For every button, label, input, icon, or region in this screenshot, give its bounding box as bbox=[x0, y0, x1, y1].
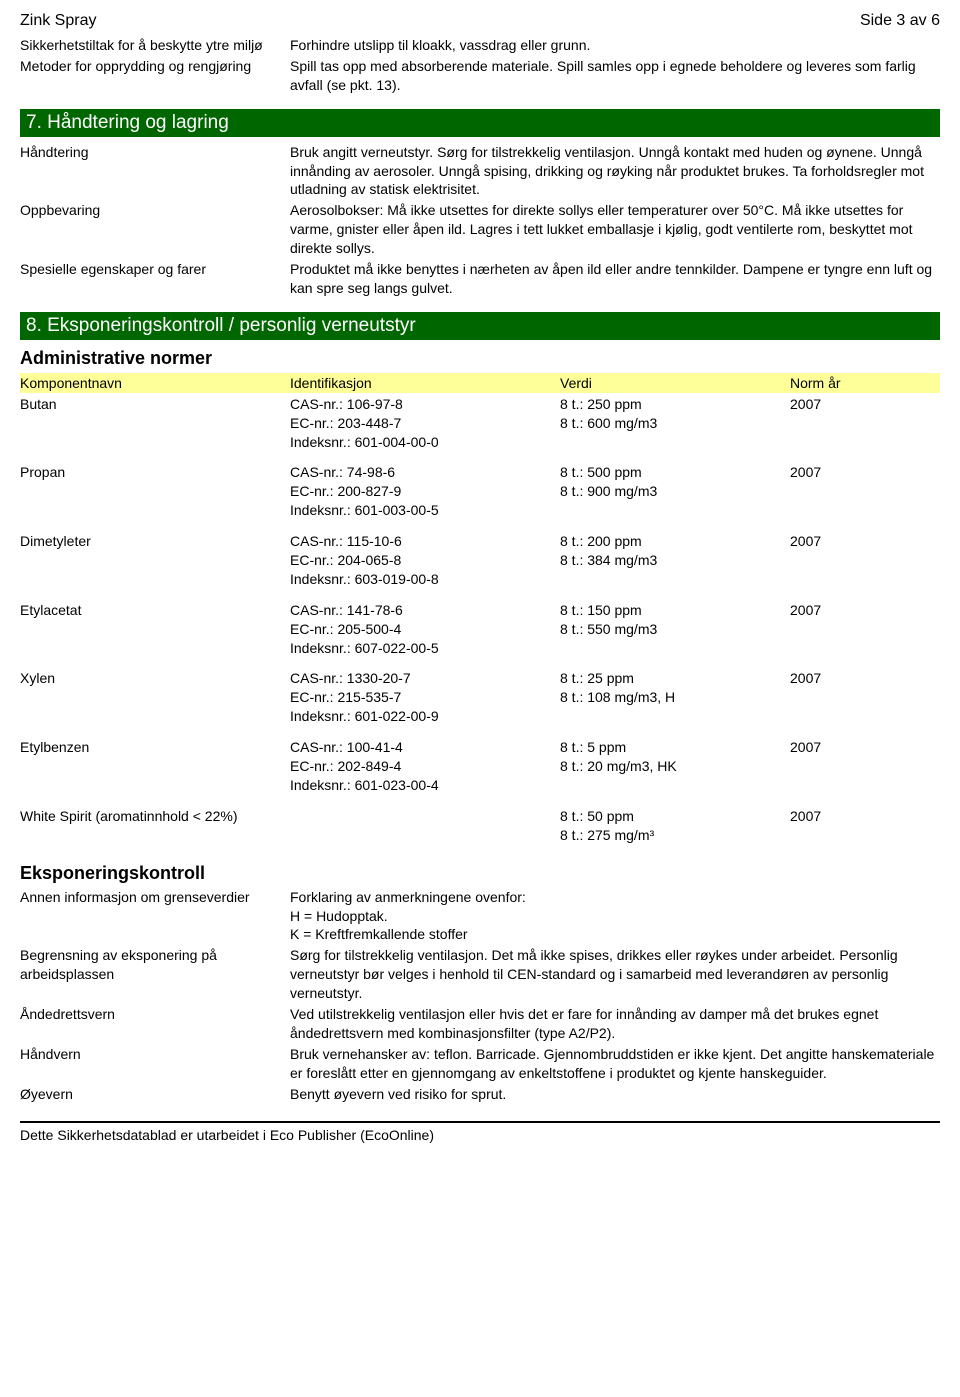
component-identification: CAS-nr.: 1330-20-7 EC-nr.: 215-535-7 Ind… bbox=[290, 669, 560, 726]
kv-key: Begrensning av eksponering på arbeidspla… bbox=[20, 946, 290, 1003]
component-value: 8 t.: 50 ppm 8 t.: 275 mg/m³ bbox=[560, 807, 790, 845]
col-header-value: Verdi bbox=[560, 375, 790, 391]
component-identification: CAS-nr.: 141-78-6 EC-nr.: 205-500-4 Inde… bbox=[290, 601, 560, 658]
kv-key: Annen informasjon om grenseverdier bbox=[20, 888, 290, 945]
kv-key: Håndtering bbox=[20, 143, 290, 200]
kv-row: Håndtering Bruk angitt verneutstyr. Sørg… bbox=[20, 143, 940, 200]
component-year: 2007 bbox=[790, 669, 940, 726]
section-8-header: 8. Eksponeringskontroll / personlig vern… bbox=[20, 312, 940, 340]
kv-key: Metoder for opprydding og rengjøring bbox=[20, 57, 290, 95]
component-identification: CAS-nr.: 100-41-4 EC-nr.: 202-849-4 Inde… bbox=[290, 738, 560, 795]
col-header-year: Norm år bbox=[790, 375, 940, 391]
component-name: Xylen bbox=[20, 669, 290, 726]
component-name: Dimetyleter bbox=[20, 532, 290, 589]
component-name: Etylacetat bbox=[20, 601, 290, 658]
kv-value: Sørg for tilstrekkelig ventilasjon. Det … bbox=[290, 946, 940, 1003]
component-year: 2007 bbox=[790, 738, 940, 795]
component-value: 8 t.: 500 ppm 8 t.: 900 mg/m3 bbox=[560, 463, 790, 520]
kv-value: Forhindre utslipp til kloakk, vassdrag e… bbox=[290, 36, 940, 55]
components-table: ButanCAS-nr.: 106-97-8 EC-nr.: 203-448-7… bbox=[20, 393, 940, 855]
kv-row: Spesielle egenskaper og farer Produktet … bbox=[20, 260, 940, 298]
kv-row: Metoder for opprydding og rengjøring Spi… bbox=[20, 57, 940, 95]
table-row: ButanCAS-nr.: 106-97-8 EC-nr.: 203-448-7… bbox=[20, 393, 940, 462]
table-header-row: Komponentnavn Identifikasjon Verdi Norm … bbox=[20, 373, 940, 393]
kv-row: Begrensning av eksponering på arbeidspla… bbox=[20, 946, 940, 1003]
exposure-control-heading: Eksponeringskontroll bbox=[20, 863, 940, 884]
exposure-control-body: Annen informasjon om grenseverdierForkla… bbox=[20, 888, 940, 1104]
kv-key: Oppbevaring bbox=[20, 201, 290, 258]
kv-row: Sikkerhetstiltak for å beskytte ytre mil… bbox=[20, 36, 940, 55]
table-row: PropanCAS-nr.: 74-98-6 EC-nr.: 200-827-9… bbox=[20, 461, 940, 530]
kv-row: ÅndedrettsvernVed utilstrekkelig ventila… bbox=[20, 1005, 940, 1043]
component-identification bbox=[290, 807, 560, 845]
component-name: Etylbenzen bbox=[20, 738, 290, 795]
kv-row: Annen informasjon om grenseverdierForkla… bbox=[20, 888, 940, 945]
kv-value: Bruk vernehansker av: teflon. Barricade.… bbox=[290, 1045, 940, 1083]
component-value: 8 t.: 250 ppm 8 t.: 600 mg/m3 bbox=[560, 395, 790, 452]
kv-value: Benytt øyevern ved risiko for sprut. bbox=[290, 1085, 940, 1104]
kv-key: Øyevern bbox=[20, 1085, 290, 1104]
table-row: XylenCAS-nr.: 1330-20-7 EC-nr.: 215-535-… bbox=[20, 667, 940, 736]
kv-row: Oppbevaring Aerosolbokser: Må ikke utset… bbox=[20, 201, 940, 258]
col-header-name: Komponentnavn bbox=[20, 375, 290, 391]
component-year: 2007 bbox=[790, 532, 940, 589]
component-value: 8 t.: 5 ppm 8 t.: 20 mg/m3, HK bbox=[560, 738, 790, 795]
admin-norms-heading: Administrative normer bbox=[20, 348, 940, 369]
section-7-body: Håndtering Bruk angitt verneutstyr. Sørg… bbox=[20, 143, 940, 298]
component-year: 2007 bbox=[790, 807, 940, 845]
table-row: White Spirit (aromatinnhold < 22%) 8 t.: … bbox=[20, 805, 940, 855]
top-section: Sikkerhetstiltak for å beskytte ytre mil… bbox=[20, 36, 940, 95]
kv-value: Produktet må ikke benyttes i nærheten av… bbox=[290, 260, 940, 298]
component-name: White Spirit (aromatinnhold < 22%) bbox=[20, 807, 290, 845]
page-number: Side 3 av 6 bbox=[860, 12, 940, 30]
kv-value: Aerosolbokser: Må ikke utsettes for dire… bbox=[290, 201, 940, 258]
footer-divider bbox=[20, 1121, 940, 1123]
component-year: 2007 bbox=[790, 601, 940, 658]
kv-key: Håndvern bbox=[20, 1045, 290, 1083]
component-name: Propan bbox=[20, 463, 290, 520]
component-value: 8 t.: 200 ppm 8 t.: 384 mg/m3 bbox=[560, 532, 790, 589]
kv-value: Bruk angitt verneutstyr. Sørg for tilstr… bbox=[290, 143, 940, 200]
page-header: Zink Spray Side 3 av 6 bbox=[20, 12, 940, 30]
kv-value: Forklaring av anmerkningene ovenfor: H =… bbox=[290, 888, 940, 945]
kv-key: Sikkerhetstiltak for å beskytte ytre mil… bbox=[20, 36, 290, 55]
component-value: 8 t.: 150 ppm 8 t.: 550 mg/m3 bbox=[560, 601, 790, 658]
component-identification: CAS-nr.: 106-97-8 EC-nr.: 203-448-7 Inde… bbox=[290, 395, 560, 452]
table-row: DimetyleterCAS-nr.: 115-10-6 EC-nr.: 204… bbox=[20, 530, 940, 599]
table-row: EtylbenzenCAS-nr.: 100-41-4 EC-nr.: 202-… bbox=[20, 736, 940, 805]
doc-title: Zink Spray bbox=[20, 12, 96, 30]
kv-row: ØyevernBenytt øyevern ved risiko for spr… bbox=[20, 1085, 940, 1104]
component-name: Butan bbox=[20, 395, 290, 452]
kv-key: Åndedrettsvern bbox=[20, 1005, 290, 1043]
section-7-header: 7. Håndtering og lagring bbox=[20, 109, 940, 137]
component-year: 2007 bbox=[790, 395, 940, 452]
component-identification: CAS-nr.: 74-98-6 EC-nr.: 200-827-9 Indek… bbox=[290, 463, 560, 520]
component-identification: CAS-nr.: 115-10-6 EC-nr.: 204-065-8 Inde… bbox=[290, 532, 560, 589]
kv-value: Ved utilstrekkelig ventilasjon eller hvi… bbox=[290, 1005, 940, 1043]
kv-value: Spill tas opp med absorberende materiale… bbox=[290, 57, 940, 95]
kv-key: Spesielle egenskaper og farer bbox=[20, 260, 290, 298]
kv-row: HåndvernBruk vernehansker av: teflon. Ba… bbox=[20, 1045, 940, 1083]
component-value: 8 t.: 25 ppm 8 t.: 108 mg/m3, H bbox=[560, 669, 790, 726]
table-row: EtylacetatCAS-nr.: 141-78-6 EC-nr.: 205-… bbox=[20, 599, 940, 668]
footer-text: Dette Sikkerhetsdatablad er utarbeidet i… bbox=[20, 1127, 940, 1143]
col-header-id: Identifikasjon bbox=[290, 375, 560, 391]
component-year: 2007 bbox=[790, 463, 940, 520]
